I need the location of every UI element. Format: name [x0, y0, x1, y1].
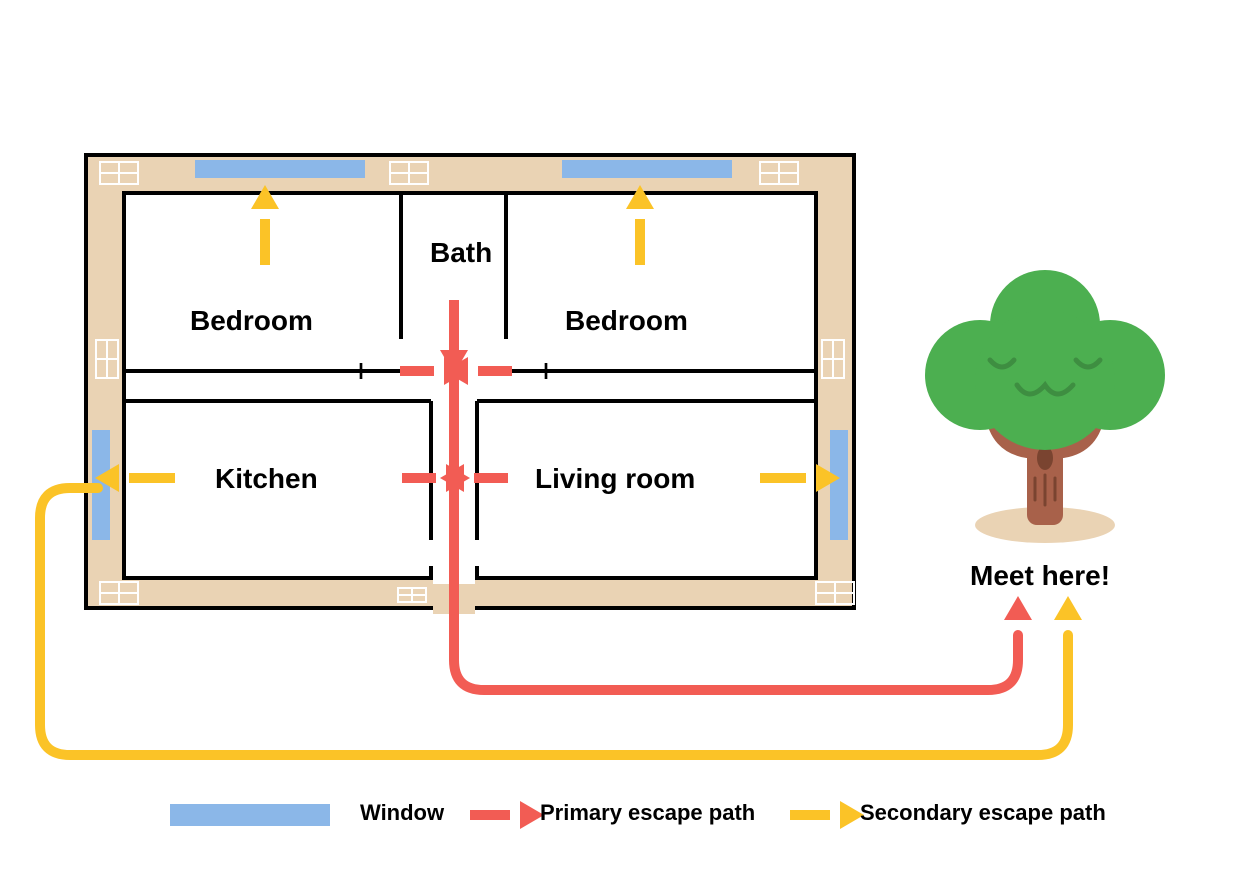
label-bedroom-right: Bedroom: [565, 305, 688, 337]
diagram-stage: Bedroom Bedroom Bath Kitchen Living room…: [0, 0, 1255, 886]
tree-icon: [925, 270, 1165, 543]
legend-arrow-primary-icon: [470, 801, 544, 829]
label-bath: Bath: [430, 237, 492, 269]
legend-label-window: Window: [360, 800, 444, 826]
label-meet-here: Meet here!: [970, 560, 1110, 592]
window-icon: [830, 430, 848, 540]
label-living-room: Living room: [535, 463, 695, 495]
window-icon: [195, 160, 365, 178]
label-bedroom-left: Bedroom: [190, 305, 313, 337]
label-kitchen: Kitchen: [215, 463, 318, 495]
secondary-path-arrowhead-icon: [1054, 596, 1082, 620]
window-icon: [562, 160, 732, 178]
svg-layer: [0, 0, 1255, 886]
legend-label-secondary: Secondary escape path: [860, 800, 1106, 826]
legend-arrow-secondary-icon: [790, 801, 864, 829]
legend-label-primary: Primary escape path: [540, 800, 755, 826]
legend-swatch-window: [170, 804, 330, 826]
primary-path-arrowhead-icon: [1004, 596, 1032, 620]
